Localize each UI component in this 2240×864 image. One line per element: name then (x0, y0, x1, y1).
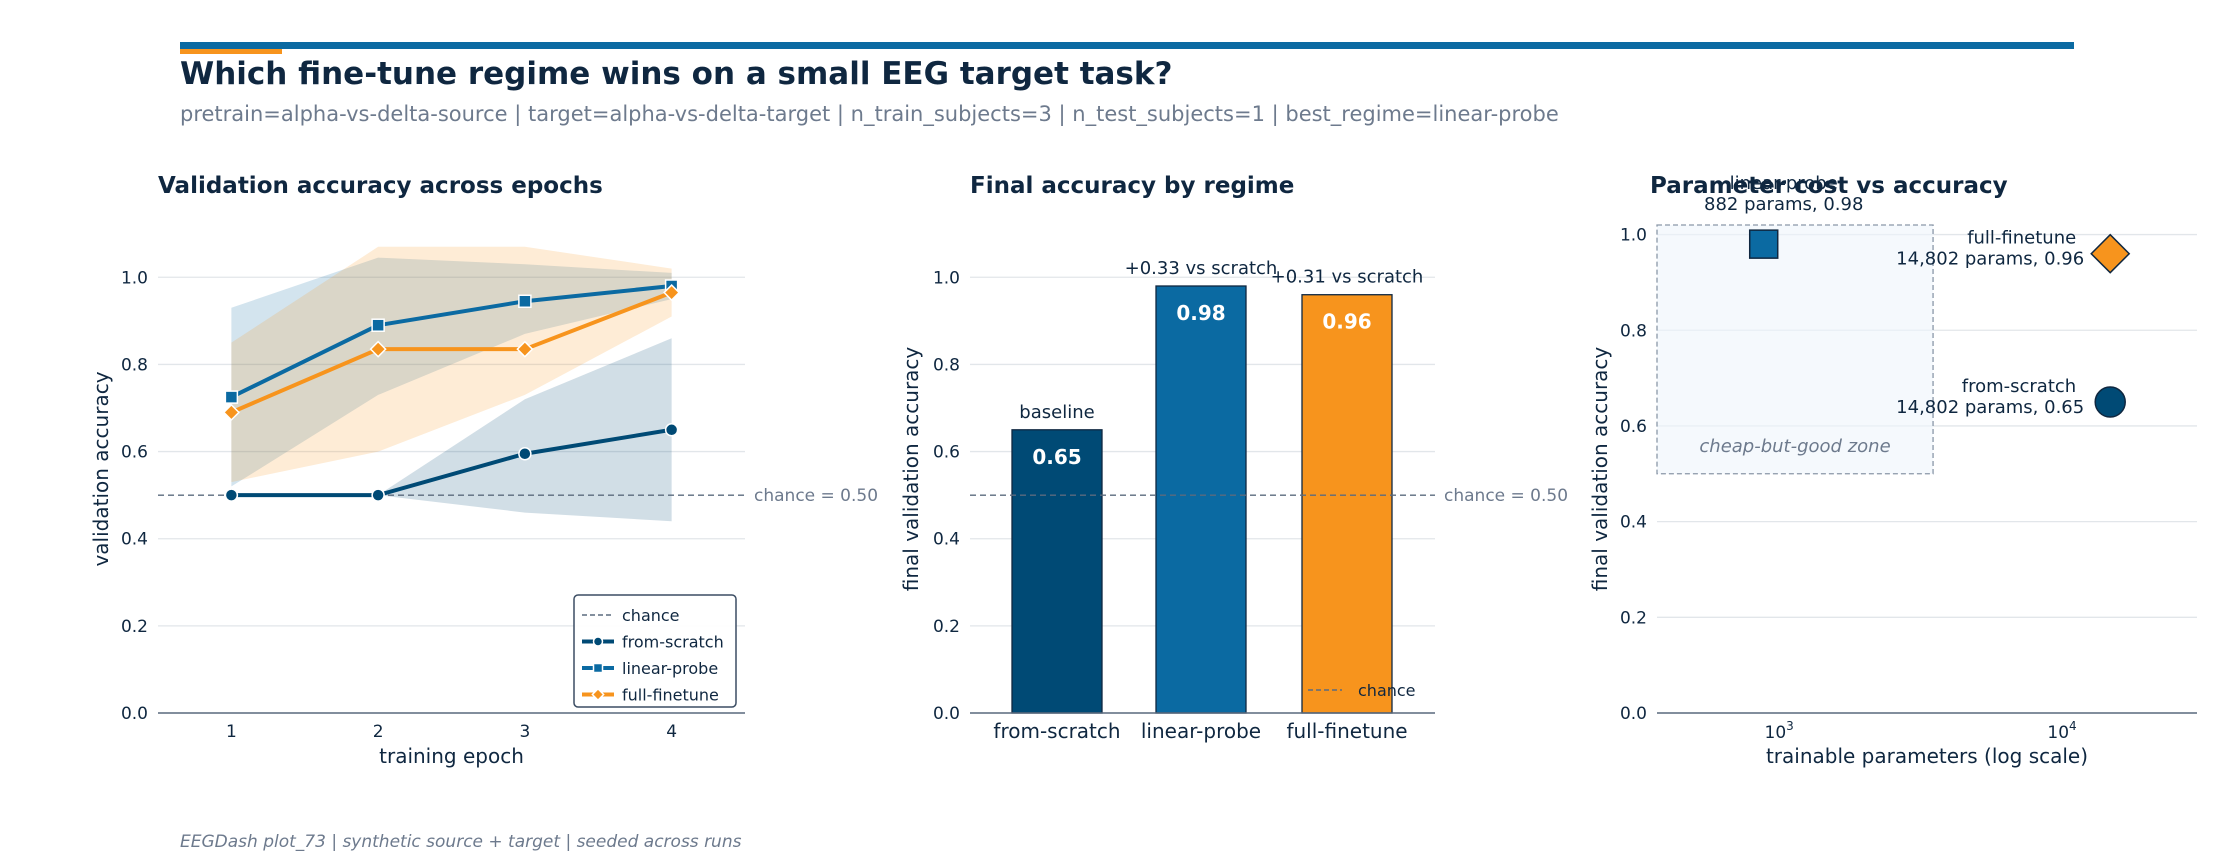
legend-marker-from-scratch (592, 636, 604, 647)
confidence-band-from-scratch (231, 338, 672, 522)
scatter-y-tick-label: 0.6 (1620, 417, 1647, 437)
bar-y-tick-label: 1.0 (933, 268, 960, 288)
point-full-finetune (516, 340, 534, 358)
bar-y-tick-label: 0.8 (933, 355, 960, 375)
legend-label-chance: chance (622, 606, 680, 625)
epoch-x-tick-label: 1 (226, 722, 237, 742)
point-linear-probe (224, 390, 239, 404)
epoch-x-tick-label: 4 (666, 722, 677, 742)
bar-y-tick-label: 0.4 (933, 530, 960, 550)
epoch-y-tick-label: 1.0 (121, 268, 148, 288)
x-tick-label-linear-probe: linear-probe (1141, 719, 1261, 743)
legend-label-chance: chance (1358, 681, 1416, 700)
panel-title: Final accuracy by regime (970, 173, 1294, 199)
bar-annotation-full-finetune: +0.31 vs scratch (1271, 267, 1424, 288)
series-line-linear-probe (230, 284, 672, 399)
legend-marker-full-finetune (591, 687, 605, 702)
scatter-x-tick-label: 104 (2047, 719, 2076, 743)
bar-y-tick-label: 0.2 (933, 617, 960, 637)
legend-marker-linear-probe (592, 662, 604, 674)
chance-label: chance = 0.50 (1444, 486, 1568, 506)
bar-annotation-linear-probe: +0.33 vs scratch (1125, 258, 1278, 279)
y-axis-label: final validation accuracy (899, 347, 923, 592)
legend-label-from-scratch: from-scratch (622, 633, 724, 652)
bar-linear-probe (1155, 285, 1247, 714)
x-axis-label: trainable parameters (log scale) (1766, 744, 2088, 768)
bar-value-label-full-finetune: 0.96 (1322, 310, 1371, 334)
zone-label: cheap-but-good zone (1699, 436, 1890, 457)
epoch-x-tick-label: 3 (519, 722, 530, 742)
epoch-y-tick-label: 0.8 (121, 355, 148, 375)
panel-final-accuracy: Final accuracy by regime 0.0 0.2 0.4 0.6 0.8 1… (899, 173, 1568, 743)
epoch-x-tick-label: 2 (373, 722, 384, 742)
x-axis-label: training epoch (379, 744, 524, 768)
bar-value-label-linear-probe: 0.98 (1176, 301, 1225, 325)
series-line-from-scratch (231, 427, 672, 498)
page-footer: EEGDash plot_73 | synthetic source + tar… (180, 832, 742, 852)
bar-full-finetune (1301, 294, 1393, 714)
x-tick-label-from-scratch: from-scratch (993, 719, 1120, 743)
panel-title: Parameter cost vs accuracy (1650, 173, 2008, 199)
point-full-finetune (663, 283, 681, 302)
panel-title: Validation accuracy across epochs (158, 173, 603, 199)
cheap-good-zone (1656, 224, 1934, 475)
point-linear-probe (1748, 229, 1779, 259)
point-label-name-linear-probe: linear-probe (1730, 173, 1838, 194)
page-subtitle: pretrain=alpha-vs-delta-source | target=… (180, 102, 1559, 126)
point-label-detail-from-scratch: 14,802 params, 0.65 (1896, 397, 2084, 418)
bar-annotation-from-scratch: baseline (1019, 402, 1094, 423)
point-from-scratch (224, 488, 239, 502)
point-from-scratch (2094, 386, 2126, 418)
point-label-name-full-finetune: full-finetune (1967, 228, 2076, 249)
legend-box (573, 594, 737, 708)
panel-epoch-accuracy: Validation accuracy across epochs 0.0 0.2 0… (89, 173, 878, 768)
bar-y-tick-label: 0.0 (933, 704, 960, 724)
y-axis-label: validation accuracy (89, 371, 113, 566)
point-label-detail-full-finetune: 14,802 params, 0.96 (1896, 249, 2084, 270)
header-accent-chip (180, 49, 282, 54)
series-line-full-finetune (230, 290, 673, 415)
point-full-finetune (2090, 233, 2131, 274)
panel-param-cost: 0.0 0.2 0.4 0.6 0.8 1.0 cheap-but-good zone 103… (1588, 173, 2197, 768)
scatter-x-tick-label: 103 (1765, 719, 1794, 743)
epoch-y-tick-label: 0.2 (121, 617, 148, 637)
x-tick-label-full-finetune: full-finetune (1286, 719, 1407, 743)
point-linear-probe (518, 294, 532, 308)
point-from-scratch (371, 488, 385, 502)
point-full-finetune (222, 403, 240, 421)
scatter-y-tick-label: 0.8 (1620, 321, 1647, 341)
legend-label-linear-probe: linear-probe (622, 659, 718, 678)
point-from-scratch (518, 447, 532, 461)
confidence-band-full-finetune (231, 246, 672, 483)
point-label-name-from-scratch: from-scratch (1962, 376, 2076, 397)
header-accent-bar (180, 42, 2074, 49)
bar-y-tick-label: 0.6 (933, 443, 960, 463)
point-label-detail-linear-probe: 882 params, 0.98 (1704, 194, 1863, 215)
y-axis-label: final validation accuracy (1588, 347, 1612, 592)
point-from-scratch (664, 423, 679, 437)
chance-label: chance = 0.50 (754, 486, 878, 506)
scatter-y-tick-label: 1.0 (1620, 226, 1647, 246)
epoch-y-tick-label: 0.0 (121, 704, 148, 724)
epoch-y-tick-label: 0.4 (121, 530, 148, 550)
scatter-y-tick-label: 0.0 (1620, 704, 1647, 724)
page-title: Which fine-tune regime wins on a small E… (180, 56, 1173, 92)
scatter-y-tick-label: 0.4 (1620, 513, 1647, 533)
point-full-finetune (369, 340, 387, 358)
bar-from-scratch (1011, 429, 1103, 714)
confidence-band-linear-probe (231, 257, 672, 487)
bar-value-label-from-scratch: 0.65 (1032, 445, 1081, 469)
point-linear-probe (371, 318, 385, 332)
epoch-y-tick-label: 0.6 (121, 443, 148, 463)
legend-label-full-finetune: full-finetune (622, 686, 719, 705)
scatter-y-tick-label: 0.2 (1620, 608, 1647, 628)
